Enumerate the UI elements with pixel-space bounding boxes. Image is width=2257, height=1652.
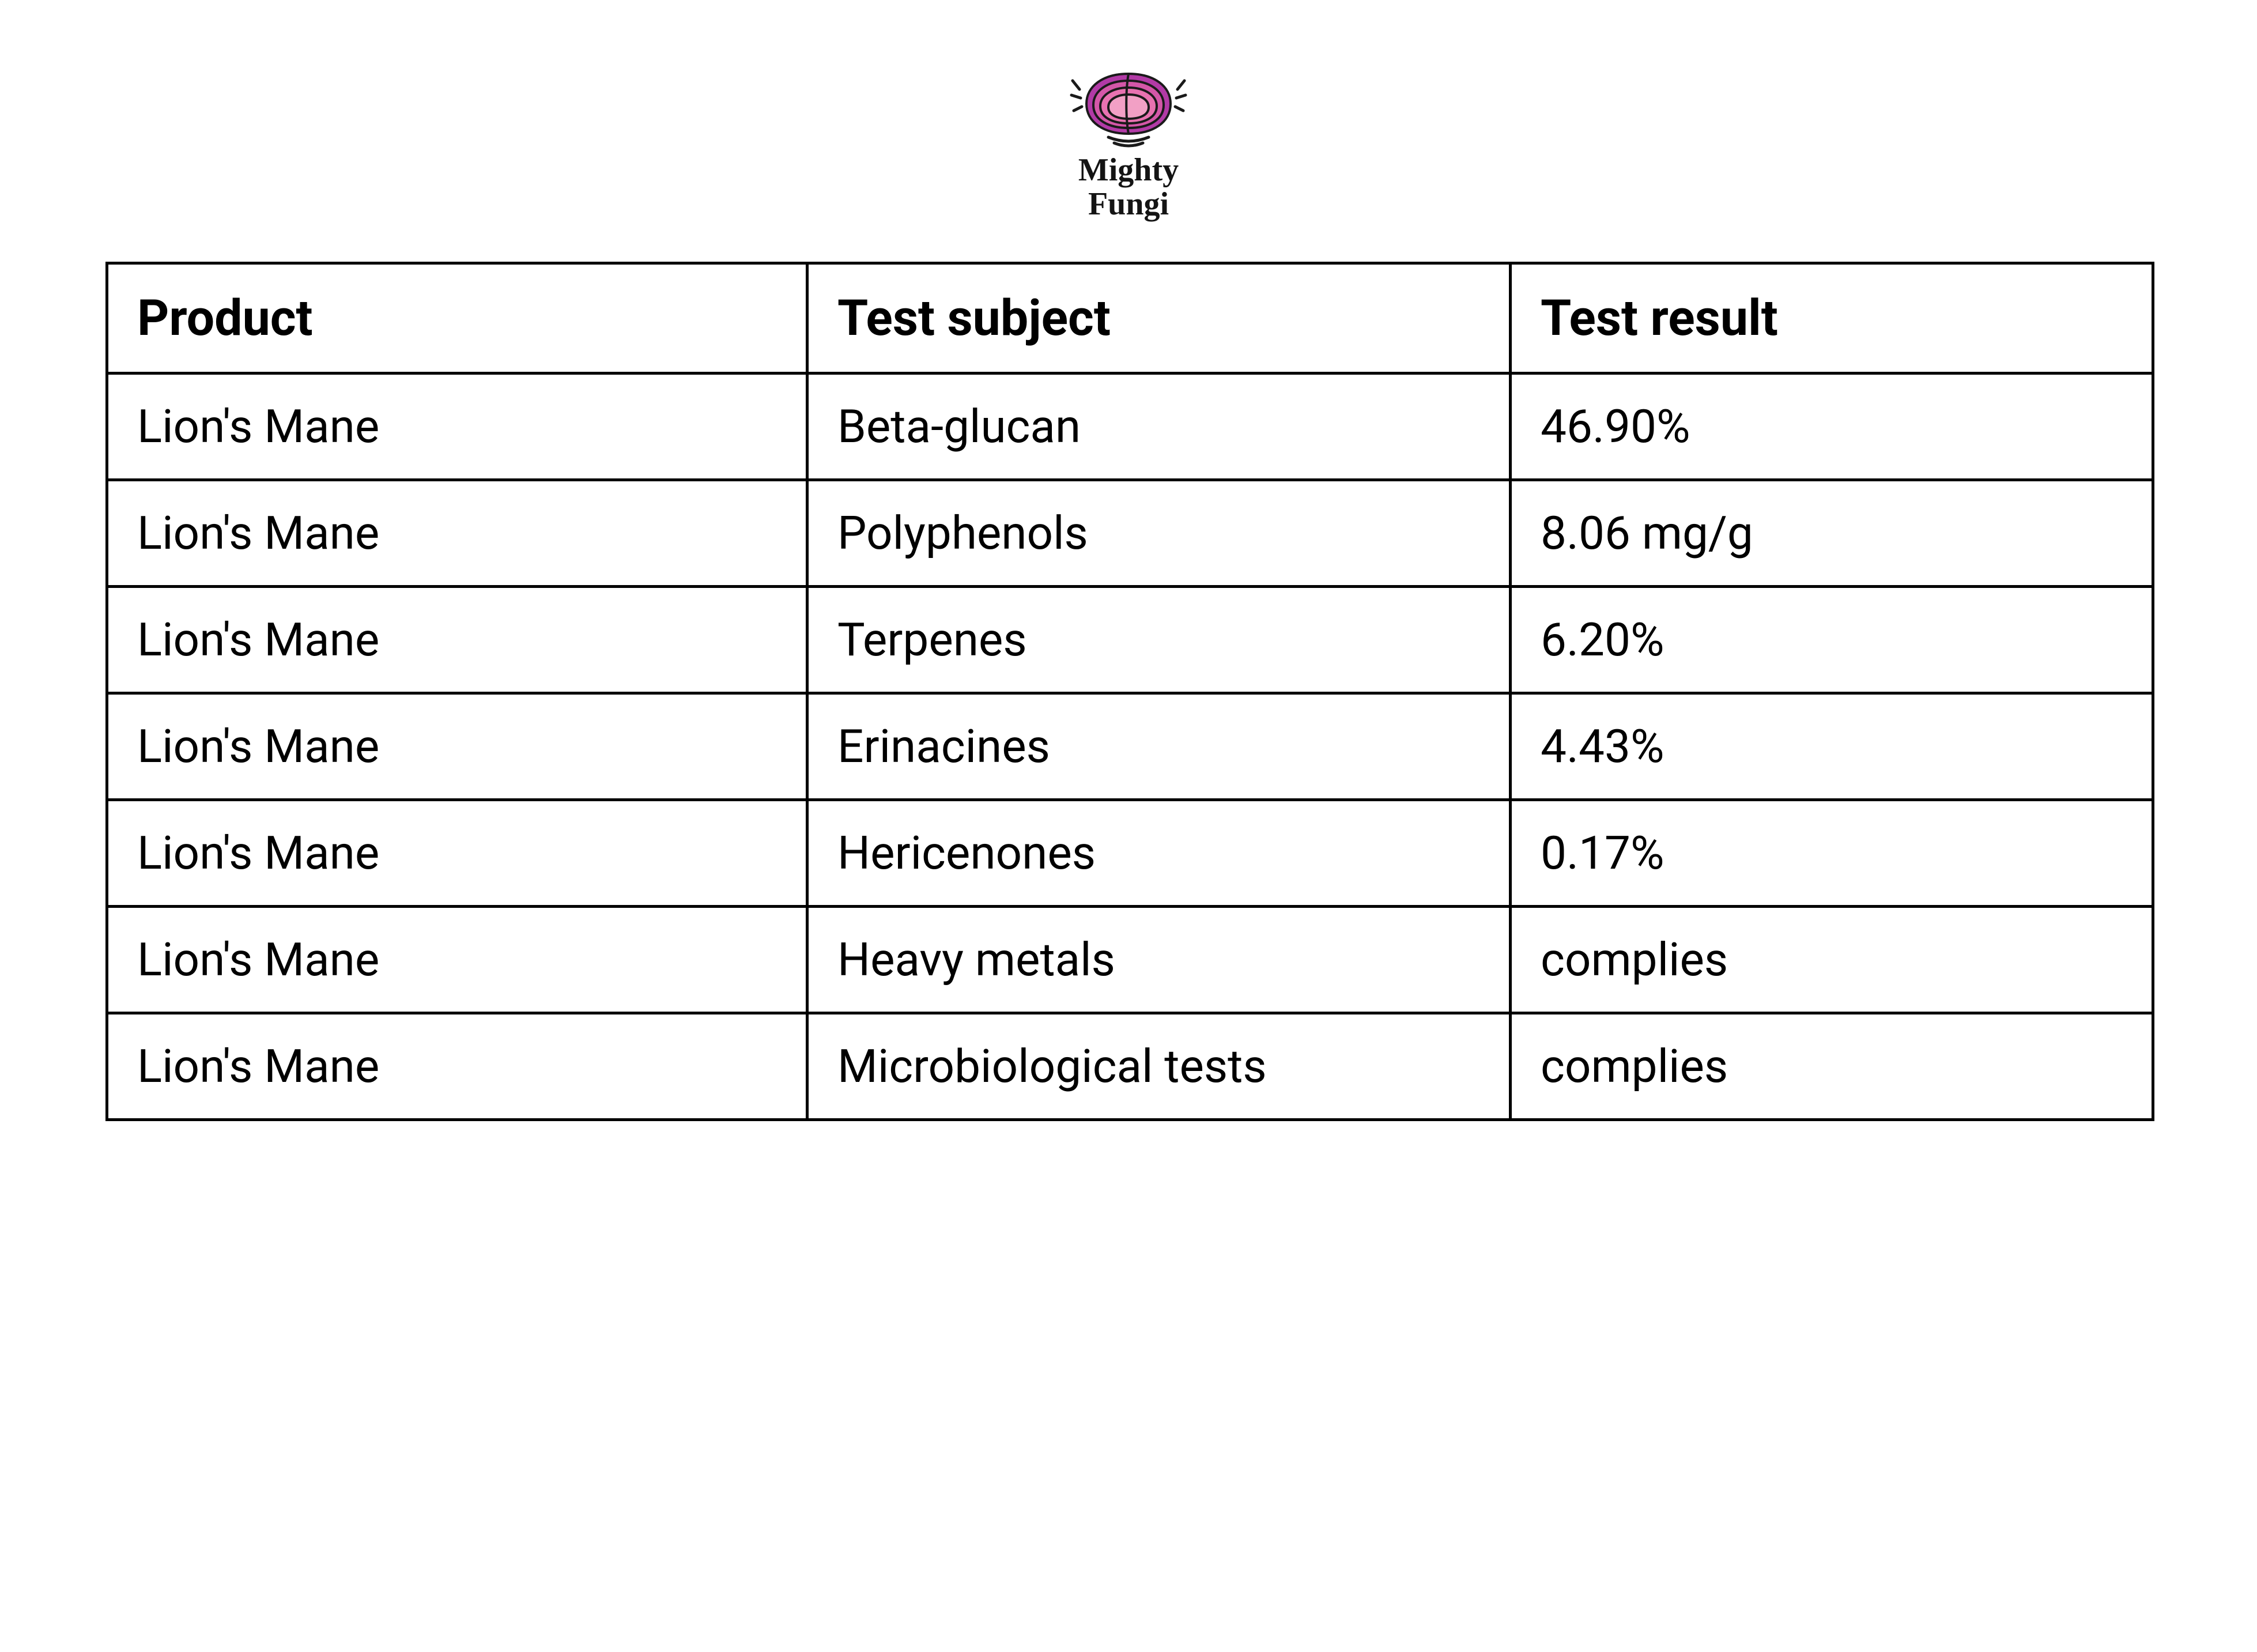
cell-product: Lion's Mane <box>107 907 807 1013</box>
brand-wordmark: Mighty Fungi <box>1078 153 1179 221</box>
brand-logo-block: Mighty Fungi <box>0 63 2257 221</box>
col-header-test-result: Test result <box>1511 263 2153 374</box>
cell-product: Lion's Mane <box>107 800 807 907</box>
brand-name-line1: Mighty <box>1078 153 1179 187</box>
cell-product: Lion's Mane <box>107 693 807 800</box>
cell-test-result: 6.20% <box>1511 587 2153 693</box>
cell-test-subject: Heavy metals <box>807 907 1511 1013</box>
brand-name-line2: Fungi <box>1078 187 1179 221</box>
cell-test-subject: Microbiological tests <box>807 1013 1511 1120</box>
col-header-product: Product <box>107 263 807 374</box>
cell-product: Lion's Mane <box>107 480 807 587</box>
cell-product: Lion's Mane <box>107 1013 807 1120</box>
table-row: Lion's Mane Heavy metals complies <box>107 907 2153 1013</box>
table-row: Lion's Mane Microbiological tests compli… <box>107 1013 2153 1120</box>
table-row: Lion's Mane Beta-glucan 46.90% <box>107 374 2153 480</box>
cell-test-result: 4.43% <box>1511 693 2153 800</box>
results-table: Product Test subject Test result Lion's … <box>105 262 2154 1122</box>
cell-test-subject: Beta-glucan <box>807 374 1511 480</box>
cell-product: Lion's Mane <box>107 587 807 693</box>
cell-test-result: 46.90% <box>1511 374 2153 480</box>
results-table-wrap: Product Test subject Test result Lion's … <box>105 262 2152 1122</box>
cell-test-result: 0.17% <box>1511 800 2153 907</box>
cell-test-subject: Hericenones <box>807 800 1511 907</box>
cell-product: Lion's Mane <box>107 374 807 480</box>
cell-test-subject: Terpenes <box>807 587 1511 693</box>
brain-icon <box>1068 63 1189 150</box>
table-row: Lion's Mane Hericenones 0.17% <box>107 800 2153 907</box>
cell-test-result: complies <box>1511 907 2153 1013</box>
cell-test-subject: Polyphenols <box>807 480 1511 587</box>
cell-test-result: 8.06 mg/g <box>1511 480 2153 587</box>
page-root: Mighty Fungi Product Test subject Test r… <box>0 0 2257 1121</box>
table-header-row: Product Test subject Test result <box>107 263 2153 374</box>
table-row: Lion's Mane Terpenes 6.20% <box>107 587 2153 693</box>
table-row: Lion's Mane Erinacines 4.43% <box>107 693 2153 800</box>
cell-test-result: complies <box>1511 1013 2153 1120</box>
col-header-test-subject: Test subject <box>807 263 1511 374</box>
table-row: Lion's Mane Polyphenols 8.06 mg/g <box>107 480 2153 587</box>
cell-test-subject: Erinacines <box>807 693 1511 800</box>
